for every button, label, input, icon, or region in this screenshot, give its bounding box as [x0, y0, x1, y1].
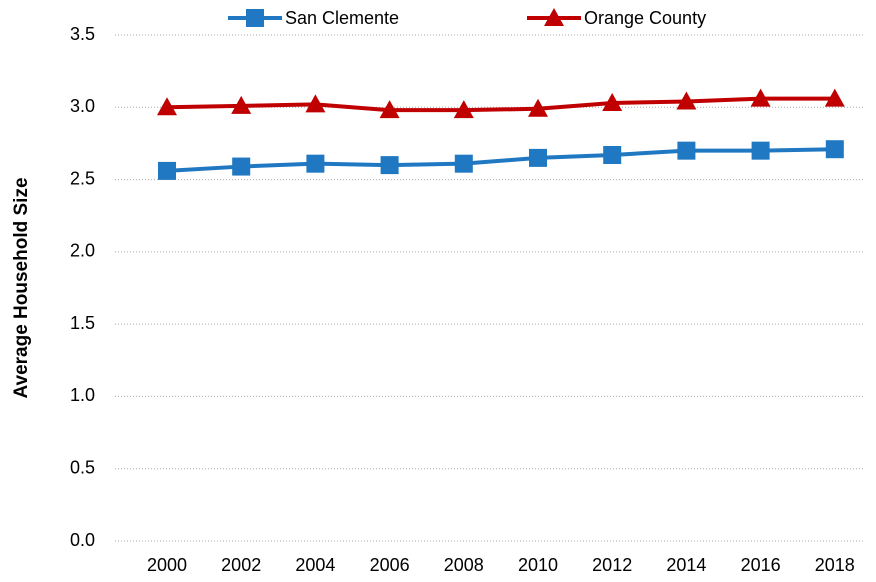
series-line — [166, 96, 835, 113]
x-tick-label: 2006 — [370, 555, 410, 575]
y-tick-label: 1.5 — [70, 313, 95, 333]
marker — [305, 94, 326, 113]
y-tick-label: 0.0 — [70, 530, 95, 550]
series-line — [166, 147, 835, 173]
marker — [232, 157, 251, 176]
marker — [824, 88, 845, 107]
marker — [454, 154, 473, 173]
marker — [529, 148, 547, 167]
x-tick-label: 2004 — [295, 555, 335, 575]
y-tick-label: 0.5 — [70, 457, 95, 477]
marker — [380, 156, 399, 175]
marker — [306, 154, 325, 173]
marker — [677, 141, 696, 160]
legend-label: Orange County — [584, 8, 706, 28]
marker — [379, 100, 400, 119]
legend-marker — [544, 8, 564, 26]
x-tick-label: 2016 — [741, 555, 781, 575]
x-tick-label: 2018 — [815, 555, 855, 575]
marker — [750, 88, 771, 107]
x-tick-label: 2008 — [444, 555, 484, 575]
marker — [231, 95, 252, 114]
y-tick-label: 3.5 — [70, 24, 95, 44]
x-tick-label: 2012 — [592, 555, 632, 575]
marker — [528, 98, 548, 117]
y-tick-label: 2.5 — [70, 168, 95, 188]
marker — [602, 92, 623, 111]
marker — [453, 100, 474, 119]
legend-marker — [246, 9, 264, 27]
marker — [751, 141, 770, 160]
y-axis-label: Average Household Size — [11, 177, 32, 398]
marker — [157, 97, 177, 116]
y-tick-label: 2.0 — [70, 241, 95, 261]
legend-label: San Clemente — [285, 8, 399, 28]
marker — [603, 145, 622, 164]
x-tick-label: 2010 — [518, 555, 558, 575]
x-tick-label: 2000 — [147, 555, 187, 575]
marker — [676, 91, 697, 110]
y-tick-label: 3.0 — [70, 96, 95, 116]
marker — [158, 161, 176, 180]
x-tick-label: 2002 — [221, 555, 261, 575]
y-tick-label: 1.0 — [70, 385, 95, 405]
marker — [825, 140, 844, 159]
x-tick-label: 2014 — [666, 555, 706, 575]
